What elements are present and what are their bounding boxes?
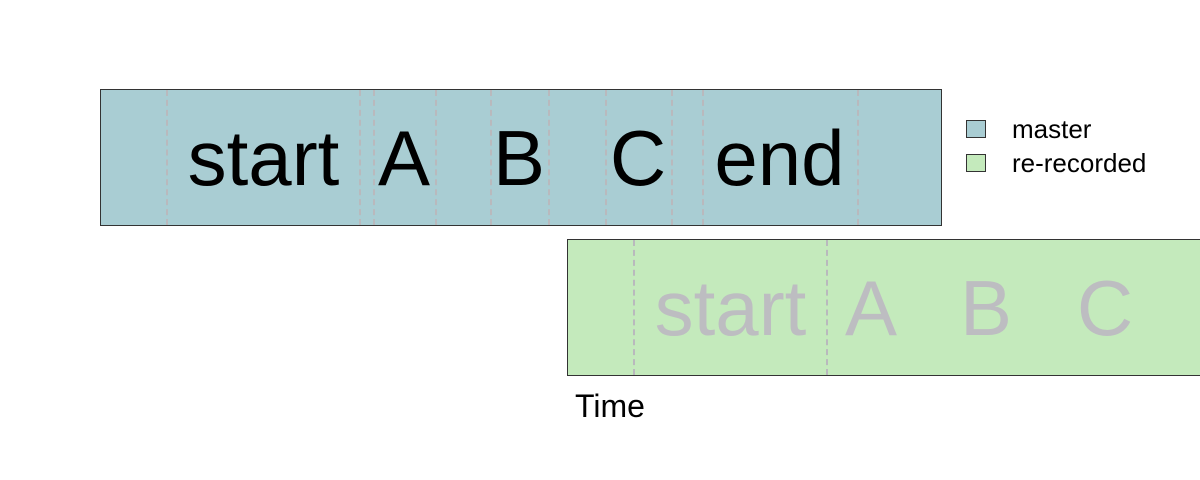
segment-divider bbox=[671, 90, 673, 225]
segment-divider bbox=[435, 90, 437, 225]
legend-label-master: master bbox=[1012, 113, 1092, 144]
time-axis-label: Time bbox=[575, 388, 645, 424]
segment-divider bbox=[359, 90, 361, 225]
legend-item-rerecorded: re-recorded bbox=[966, 146, 1146, 180]
segment-divider bbox=[166, 90, 168, 225]
segment-divider bbox=[490, 90, 492, 225]
segment-divider bbox=[702, 90, 704, 225]
rerecorded-segment-a: A bbox=[844, 263, 898, 352]
master-segment-end: end bbox=[714, 113, 845, 202]
master-track: start A B C end bbox=[100, 89, 942, 226]
master-segment-a: A bbox=[377, 113, 431, 202]
master-segment-start: start bbox=[187, 113, 340, 202]
legend-item-master: master bbox=[966, 112, 1146, 146]
master-segment-c: C bbox=[609, 113, 667, 202]
rerecorded-segment-b: B bbox=[959, 263, 1013, 352]
segment-divider bbox=[857, 90, 859, 225]
legend-label-rerecorded: re-recorded bbox=[1012, 147, 1147, 178]
rerecorded-track: start A B C bbox=[567, 239, 1200, 376]
segment-divider bbox=[373, 90, 375, 225]
legend-swatch-master bbox=[966, 120, 986, 138]
rerecorded-segment-start: start bbox=[654, 263, 807, 352]
segment-divider bbox=[633, 240, 635, 375]
legend-swatch-rerecorded bbox=[966, 154, 986, 172]
legend: master re-recorded bbox=[966, 112, 1146, 180]
rerecorded-segment-c: C bbox=[1076, 263, 1134, 352]
segment-divider bbox=[826, 240, 828, 375]
segment-divider bbox=[548, 90, 550, 225]
segment-divider bbox=[605, 90, 607, 225]
master-segment-b: B bbox=[492, 113, 546, 202]
